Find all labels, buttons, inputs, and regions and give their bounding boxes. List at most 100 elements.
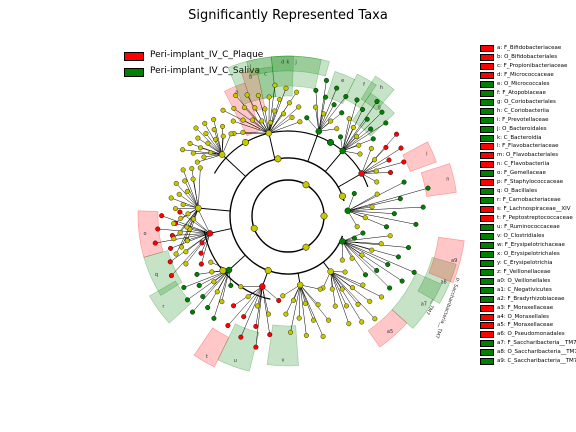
leaf-edge [176,183,199,209]
leaf-node [339,257,345,263]
leaf-edge [198,167,201,209]
highlight-sector [266,324,299,367]
leaf-node [196,282,202,288]
leaf-node [244,92,250,98]
taxa-key-swatch [480,107,494,115]
leaf-node [303,333,309,339]
leaf-node [219,299,225,305]
taxa-key-swatch [480,53,494,61]
leaf-edge [240,286,263,338]
leaf-node [178,215,184,221]
leaf-node [177,230,183,236]
leaf-edge [193,152,223,155]
sector-label: o [144,231,147,237]
leaf-node [198,250,204,256]
leaf-edge [342,101,378,152]
leaf-node [193,125,199,131]
sector-label: r [162,304,165,310]
leaf-edge [187,233,210,241]
leaf-node [184,224,190,230]
sector-label: c [264,71,267,77]
taxa-key-swatch [480,277,494,285]
leaf-node [267,332,273,338]
clade-node [344,207,351,214]
taxa-key-swatch [480,152,494,160]
leaf-node [413,221,419,227]
taxa-key-label: a: F_Bifidobacteriaceae [497,45,562,51]
leaf-node [322,94,328,100]
highlight-sector [246,55,330,77]
leaf-node [268,120,274,126]
inner-node [302,243,310,251]
leaf-node [313,87,319,93]
taxa-key-swatch [480,268,494,276]
highlight-sector [417,256,457,304]
leaf-node [184,297,190,303]
leaf-node [388,169,394,175]
leaf-edge [185,233,211,265]
taxa-key-label: w: F_Erysipelotrichaceae [497,241,565,248]
leaf-node [155,226,161,232]
leaf-node [374,191,380,197]
leaf-edge [161,215,210,234]
leaf-node [297,119,303,125]
leaf-edge [299,284,329,321]
leaf-node [379,109,385,115]
sector-label: f [363,82,365,88]
highlight-sector [367,309,408,348]
sector-label: a [235,90,238,96]
leaf-edge [347,206,424,212]
taxa-key-label: d: F_Micrococcaceae [497,71,554,78]
sector-label: h [380,85,383,91]
leaf-edge [361,161,404,174]
taxa-key-label: i: F_Prevotellaceae [497,116,549,123]
leaf-node [391,211,397,217]
leaf-node [405,245,411,251]
leaf-node [360,107,366,113]
inner-node [339,192,346,200]
highlight-sector [193,327,230,368]
taxa-key-label: a9: C_Saccharibacteria__TM7 [497,358,576,365]
taxa-key-label: y: C_Erysipelotrichia [497,259,553,266]
clade-node [218,151,226,158]
leaf-node [220,123,226,129]
taxa-key-label: a0: O_Veillonellales [497,277,551,284]
taxa-key-label: a4: O_Moraxellales [497,313,549,320]
leaf-node [360,230,366,236]
leaf-edge [175,223,210,234]
cladogram-nodes [152,77,431,350]
leaf-node [321,111,327,117]
leaf-node [259,118,265,124]
leaf-edge [342,241,415,273]
leaf-node [177,209,183,215]
leaf-edge [268,88,287,134]
leaf-node [369,247,375,253]
leaf-node [315,302,321,308]
taxa-key-swatch [480,80,494,88]
highlight-sector [217,323,260,372]
leaf-node [173,180,179,186]
leaf-edge [207,269,230,308]
taxa-key-label: a2: F_Bradyrhizobiaceae [497,295,565,302]
leaf-node [254,303,260,309]
leaf-node [197,165,203,171]
highlight-sector [351,92,395,137]
leaf-node [339,110,345,116]
sector-label: g [378,105,381,111]
leaf-edge [298,284,301,319]
leaf-node [395,254,401,260]
leaf-node [329,286,335,292]
leaf-node [180,147,186,153]
taxa-key-label: v: O_Clostridiales [497,232,545,239]
leaf-edge [235,95,270,134]
leaf-node [326,317,332,323]
clade-branch [324,150,344,172]
leaf-node [240,117,246,123]
leaf-node [368,145,374,151]
leaf-node [296,104,302,110]
inner-node [250,224,258,232]
taxa-key-swatch [480,116,494,124]
leaf-node [211,279,217,285]
leaf-node [374,267,380,273]
